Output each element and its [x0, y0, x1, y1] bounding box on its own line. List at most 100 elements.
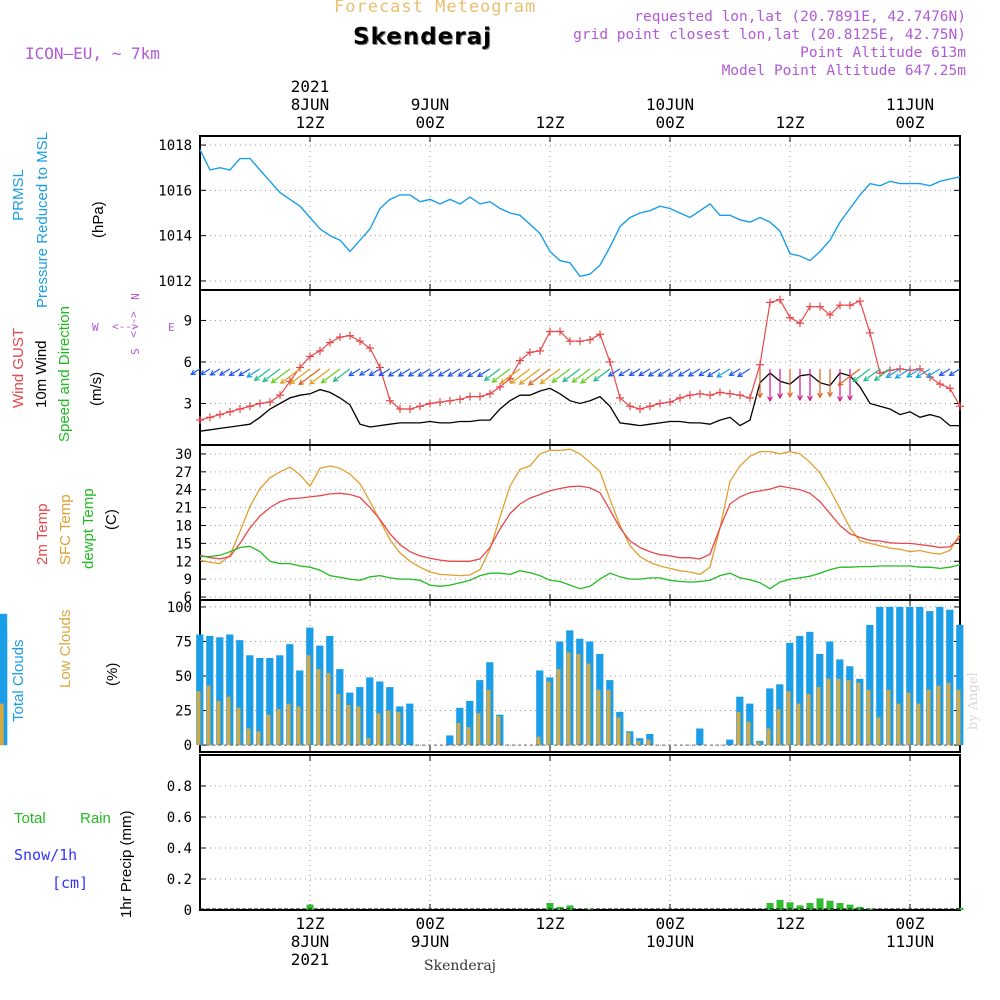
bottom-date-label: 9JUN: [411, 932, 450, 951]
total-cloud-bar: [646, 734, 654, 746]
low-cloud-bar: [0, 717, 4, 746]
rain-bar: [806, 903, 814, 910]
rain-bar: [306, 904, 314, 910]
wind-arrow-head: [279, 378, 286, 385]
wind-arrow: [280, 368, 301, 384]
low-cloud-bar: [256, 731, 261, 746]
wind-arrow-head: [539, 378, 546, 385]
requested-coordinates: requested lon,lat (20.7891E, 42.7476N): [634, 9, 966, 25]
model-altitude: Model Point Altitude 647.25m: [721, 63, 966, 79]
top-hour-label: 00Z: [896, 113, 925, 132]
low-cloud-bar: [896, 703, 901, 746]
rain-bar: [546, 903, 554, 910]
wind-arrow-head: [915, 372, 922, 379]
top-date-label: 9JUN: [411, 95, 450, 114]
wind-arrow: [874, 368, 891, 381]
wind-arrow: [200, 368, 211, 376]
total-cloud-bar: [696, 728, 704, 746]
ytick-label: 25: [175, 704, 192, 720]
low-cloud-bar: [636, 740, 641, 745]
ytick-label: 30: [175, 447, 192, 463]
compass-w: W: [92, 321, 99, 334]
wind-arrow: [210, 368, 221, 376]
wind-arrow: [729, 368, 741, 376]
top-hour-label: 12Z: [536, 113, 565, 132]
chart-title: Forecast Meteogram: [334, 0, 537, 17]
wind-arrow-head: [777, 393, 783, 400]
wind-arrow: [238, 368, 251, 377]
ytick-label: 18: [175, 518, 192, 534]
low-cloud-bar: [236, 707, 241, 746]
wind-arrow-head: [491, 377, 498, 383]
bottom-hour-label: 12Z: [536, 914, 565, 933]
low-cloud-bar: [876, 717, 881, 746]
low-cloud-bar: [306, 655, 311, 746]
wind-arrow: [906, 368, 921, 378]
wind-arrow-head: [580, 378, 587, 384]
rain-bar: [786, 902, 794, 911]
low-cloud-bar: [316, 669, 321, 746]
compass-arrow-h: <-->: [112, 320, 139, 333]
wind-arrow-head: [332, 376, 339, 382]
low-cloud-bar: [776, 709, 781, 746]
low-cloud-bar: [866, 689, 871, 746]
wind-arrow-head: [397, 371, 404, 377]
wind-arrow: [388, 368, 401, 377]
wind-arrow: [926, 368, 941, 378]
panel-frame: [199, 289, 961, 446]
wind-arrow-head: [592, 376, 599, 382]
ytick-label: 0: [184, 903, 192, 919]
total-cloud-bar: [946, 609, 954, 746]
wind-speed-line: [199, 372, 960, 432]
wind-arrow-head: [358, 370, 366, 376]
low-cloud-bar: [946, 682, 951, 746]
low-cloud-bar: [846, 680, 851, 745]
top-hour-label: 12Z: [296, 113, 325, 132]
wind-arrow-head: [190, 369, 197, 376]
low-cloud-bar: [906, 692, 911, 746]
low-cloud-bar: [276, 709, 281, 746]
wind-arrow: [271, 368, 291, 384]
wind-arrow-head: [885, 372, 892, 379]
wind-arrow-head: [807, 395, 813, 402]
wind-arrow-head: [757, 392, 763, 399]
low-cloud-bar: [766, 728, 771, 746]
top-date-label: 11JUN: [886, 95, 934, 114]
wind-arrow: [678, 368, 691, 377]
low-cloud-bar: [286, 703, 291, 746]
panel-frame: [199, 444, 961, 601]
total-cloud-bar: [256, 658, 264, 746]
snow-label: Snow/1h: [14, 846, 78, 864]
low-cloud-bar: [546, 681, 551, 746]
wind-arrow: [863, 368, 881, 382]
total-cloud-bar: [0, 613, 8, 746]
cm-label: [cm]: [52, 874, 89, 892]
ytick-label: 0.8: [167, 779, 192, 795]
rain-bar: [586, 909, 594, 910]
low-cloud-bar: [216, 700, 221, 746]
wind-arrow-head: [320, 377, 327, 384]
low-cloud-bar: [296, 706, 301, 746]
rain-bar: [816, 898, 824, 910]
low-cloud-bar: [376, 713, 381, 746]
bottom-hour-label: 00Z: [416, 914, 445, 933]
wind-arrow: [540, 368, 561, 385]
low-cloud-bar: [486, 689, 491, 746]
low-cloud-bar: [736, 711, 741, 746]
wind-arrow: [348, 368, 361, 377]
low-cloud-bar: [246, 728, 251, 746]
bottom-hour-label: 00Z: [896, 914, 925, 933]
wind-arrow-head: [787, 392, 793, 399]
total-cloud-bar: [956, 624, 964, 746]
low-cloud-bar: [476, 713, 481, 746]
low-cloud-bar: [796, 703, 801, 746]
low-cloud-bar: [756, 742, 761, 746]
wind-arrow-head: [894, 373, 901, 379]
wind-arrow-head: [628, 370, 635, 377]
total-cloud-bar: [266, 658, 274, 746]
wind-arrow: [552, 368, 571, 383]
wind-arrow: [398, 368, 411, 377]
low-cloud-bar: [746, 721, 751, 746]
low-cloud-bar: [266, 714, 271, 746]
